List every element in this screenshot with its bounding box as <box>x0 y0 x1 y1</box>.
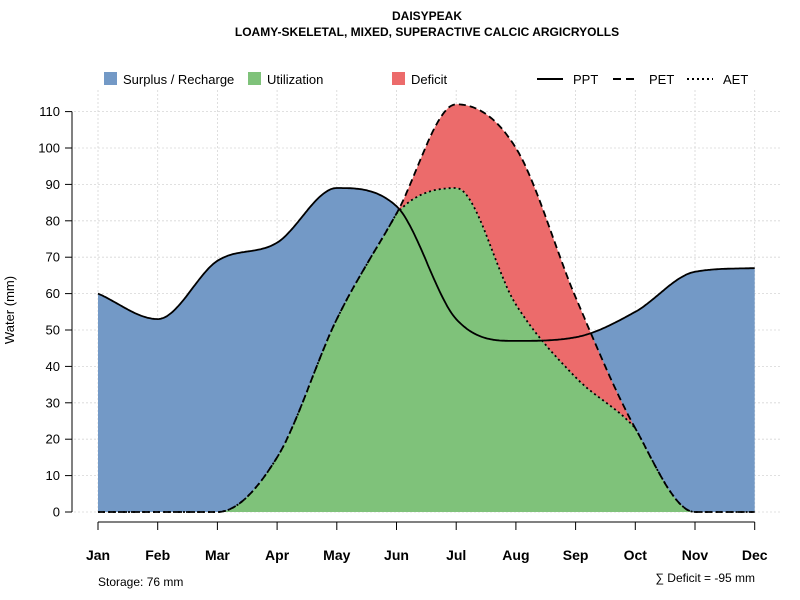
x-tick-label-sep: Sep <box>563 547 589 563</box>
x-tick-label-aug: Aug <box>502 547 529 563</box>
y-tick-label: 40 <box>46 359 60 374</box>
legend-label-deficit: Deficit <box>411 72 448 87</box>
legend-swatch-surplus <box>104 72 117 85</box>
x-tick-label-dec: Dec <box>742 547 768 563</box>
deficit-sum-label: ∑ Deficit = -95 mm <box>655 571 755 585</box>
axes: 0 10 20 30 40 50 60 70 80 90 100 110 Jan Feb Mar Apr May… <box>38 104 767 563</box>
x-tick-label-mar: Mar <box>205 547 230 563</box>
y-tick-label: 30 <box>46 395 60 410</box>
y-tick-label: 100 <box>38 141 60 156</box>
legend-label-utilization: Utilization <box>267 72 323 87</box>
storage-label: Storage: 76 mm <box>98 575 183 589</box>
legend-label-surplus: Surplus / Recharge <box>123 72 234 87</box>
y-tick-label: 90 <box>46 177 60 192</box>
area-utilization <box>98 188 755 512</box>
y-tick-label: 0 <box>53 505 60 520</box>
chart-title: DAISYPEAK <box>392 9 462 23</box>
y-tick-label: 80 <box>46 213 60 228</box>
legend: Surplus / Recharge Utilization Deficit P… <box>104 72 748 87</box>
chart-subtitle: LOAMY-SKELETAL, MIXED, SUPERACTIVE CALCI… <box>235 25 619 39</box>
x-tick-label-oct: Oct <box>624 547 648 563</box>
y-axis-label: Water (mm) <box>2 276 17 344</box>
legend-swatch-deficit <box>392 72 405 85</box>
legend-swatch-utilization <box>248 72 261 85</box>
ppt-line <box>97 187 755 342</box>
y-tick-label: 10 <box>46 468 60 483</box>
legend-label-pet: PET <box>649 72 674 87</box>
x-tick-label-jan: Jan <box>86 547 110 563</box>
y-tick-label: 70 <box>46 250 60 265</box>
y-tick-label: 50 <box>46 323 60 338</box>
pet-line <box>98 103 755 513</box>
y-tick-label: 110 <box>39 104 60 119</box>
y-tick-label: 20 <box>46 432 60 447</box>
x-tick-label-nov: Nov <box>682 547 709 563</box>
x-tick-label-apr: Apr <box>265 547 290 563</box>
legend-label-aet: AET <box>723 72 748 87</box>
y-tick-label: 60 <box>46 286 60 301</box>
x-tick-label-jun: Jun <box>384 547 409 563</box>
x-tick-label-jul: Jul <box>446 547 466 563</box>
x-tick-label-may: May <box>323 547 350 563</box>
legend-label-ppt: PPT <box>573 72 598 87</box>
x-tick-label-feb: Feb <box>145 547 170 563</box>
series-lines <box>97 103 755 513</box>
areas <box>98 104 755 513</box>
area-deficit <box>98 104 755 513</box>
